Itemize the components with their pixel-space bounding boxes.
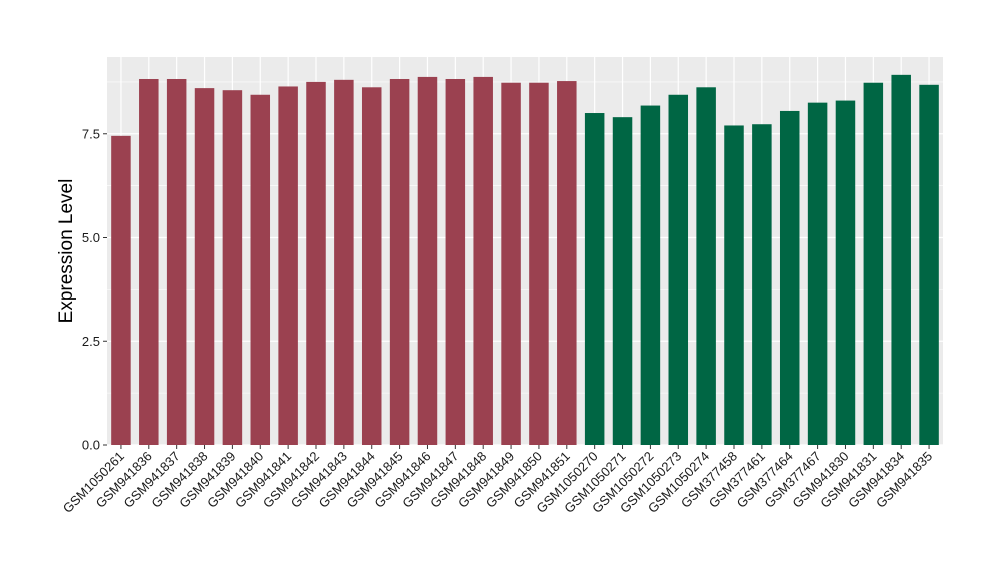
bars	[111, 74, 939, 446]
bar-GSM1050271	[612, 117, 633, 446]
bar-GSM941849	[501, 82, 521, 446]
bar-GSM941850	[529, 82, 549, 446]
bar-GSM941838	[194, 88, 215, 446]
bar-GSM1050273	[668, 94, 689, 445]
bar-GSM941840	[250, 94, 271, 445]
bar-GSM377467	[807, 102, 828, 445]
bar-GSM941841	[278, 86, 298, 445]
x-axis: GSM1050261GSM941836GSM941837GSM941838GSM…	[60, 445, 935, 516]
bar-GSM941836	[139, 78, 159, 445]
bar-GSM377458	[724, 125, 744, 446]
bar-GSM941837	[166, 78, 187, 445]
y-axis-title: Expression Level	[56, 179, 77, 324]
y-tick-label: 7.5	[82, 126, 100, 141]
y-axis: 0.0 2.5 5.0 7.5	[82, 126, 107, 453]
bar-GSM941846	[417, 76, 438, 446]
bar-GSM941842	[306, 81, 326, 445]
bar-GSM941835	[919, 84, 939, 445]
bar-GSM1050270	[584, 113, 605, 445]
bar-GSM941844	[361, 87, 382, 446]
bar-GSM1050274	[696, 87, 716, 446]
bar-GSM941839	[222, 90, 243, 445]
bar-GSM377461	[752, 124, 772, 445]
bar-GSM941831	[863, 82, 884, 446]
bar-GSM941843	[334, 79, 354, 445]
bar-GSM941847	[445, 78, 466, 445]
plot-panel	[107, 57, 943, 445]
bar-GSM941848	[473, 76, 493, 446]
y-tick-label: 2.5	[82, 334, 100, 349]
bar-GSM1050272	[640, 105, 661, 445]
bar-GSM941830	[835, 100, 856, 445]
y-tick-label: 5.0	[82, 230, 100, 245]
bar-GSM1050261	[111, 135, 131, 446]
y-tick-label: 0.0	[82, 438, 100, 453]
bar-GSM941851	[557, 81, 577, 445]
bar-GSM941845	[389, 78, 410, 445]
bar-GSM377464	[779, 110, 800, 445]
bar-GSM941834	[891, 74, 911, 446]
